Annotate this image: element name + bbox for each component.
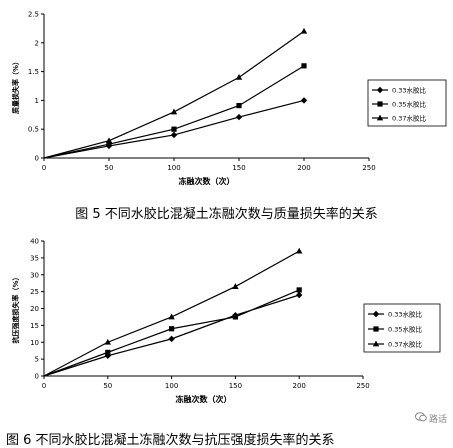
x-tick-label: 250	[356, 382, 369, 390]
x-tick-label: 0	[42, 164, 46, 172]
y-tick-label: 25	[30, 288, 39, 296]
chart-figure-5: 0 50 100 150 200 250 0 0.5 1 1.5 2 2.5 冻融次数（次） 质量损失率（…	[11, 11, 447, 222]
x-tick-label: 100	[165, 382, 178, 390]
series-line	[43, 294, 300, 377]
data-point	[168, 313, 175, 320]
legend-label: 0.33水胶比	[392, 86, 426, 95]
x-tick-label: 50	[105, 164, 114, 172]
legend-item: 0.37水胶比	[368, 340, 422, 349]
figure-5-caption: 图 5 不同水胶比混凝土冻融次数与质量损失率的关系	[75, 207, 378, 222]
series-3	[43, 27, 308, 159]
wechat-icon	[414, 412, 427, 425]
x-tick-label: 200	[297, 164, 310, 172]
data-point	[296, 291, 303, 299]
x-tick-label: 50	[103, 382, 112, 390]
data-point	[296, 247, 303, 254]
series-line	[43, 289, 300, 377]
legend-marker	[373, 326, 379, 332]
legend-marker	[372, 310, 380, 318]
data-point	[301, 63, 307, 69]
data-point	[169, 326, 175, 332]
data-point	[168, 335, 175, 343]
y-tick-label: 20	[30, 305, 39, 313]
x-tick-label: 0	[42, 382, 46, 390]
chart-strength-loss: 0 50 100 150 200 250 0 5 10 15 20 25 30 35 40 冻融次数（次） 抗压…	[11, 238, 441, 404]
data-point	[106, 141, 112, 147]
legend-label: 0.37水胶比	[388, 340, 422, 349]
x-tick-label: 200	[293, 382, 306, 390]
series-line	[43, 30, 305, 159]
legend-label: 0.33水胶比	[388, 310, 422, 319]
x-axis-label: 冻融次数（次）	[176, 394, 232, 404]
data-point	[104, 352, 111, 359]
y-tick-label: 40	[30, 238, 39, 246]
y-tick-label: 15	[30, 322, 39, 330]
data-point	[170, 131, 178, 139]
y-tick-label: 5	[35, 356, 39, 364]
chart-figure-6: 0 50 100 150 200 250 0 5 10 15 20 25 30 35 40 冻融次数（次） 抗压…	[0, 228, 453, 448]
y-axis-label: 抗压强度损失率（%）	[11, 273, 20, 343]
legend-marker	[377, 101, 383, 107]
legend-item: 0.33水胶比	[368, 310, 422, 319]
data-point	[300, 27, 308, 34]
figure-6-caption: 图 6 不同水胶比混凝土冻融次数与抗压强度损失率的关系	[6, 433, 335, 448]
data-point	[232, 314, 238, 320]
legend-item: 0.35水胶比	[372, 100, 426, 109]
legend-marker	[376, 86, 384, 94]
series-3	[43, 247, 303, 377]
x-tick-label: 250	[362, 164, 375, 172]
data-point	[171, 126, 177, 132]
data-point	[296, 287, 302, 293]
legend-label: 0.37水胶比	[392, 114, 426, 123]
y-tick-label: 2	[35, 39, 39, 47]
legend-label: 0.35水胶比	[388, 325, 422, 334]
watermark: 路话	[414, 412, 447, 425]
data-point	[232, 283, 239, 289]
legend-item: 0.37水胶比	[372, 114, 426, 123]
y-tick-label: 35	[30, 254, 39, 262]
legend-marker	[376, 114, 384, 121]
data-point	[170, 108, 178, 115]
data-point	[235, 73, 243, 80]
data-point	[236, 102, 242, 109]
y-tick-label: 1	[35, 97, 39, 105]
data-point	[300, 97, 308, 104]
series-2	[43, 287, 302, 377]
legend-item: 0.33水胶比	[372, 86, 426, 95]
legend-label: 0.35水胶比	[392, 100, 426, 109]
y-axis-label: 质量损失率（%）	[11, 58, 20, 114]
y-tick-label: 30	[30, 271, 39, 279]
watermark-text: 路话	[428, 415, 447, 425]
y-tick-label: 10	[30, 339, 39, 347]
y-tick-label: 0	[35, 155, 39, 163]
x-tick-label: 100	[167, 164, 180, 172]
y-tick-label: 1.5	[28, 68, 39, 76]
y-tick-label: 2.5	[28, 11, 39, 19]
legend-item: 0.35水胶比	[368, 325, 422, 334]
x-tick-label: 150	[232, 164, 245, 172]
data-point	[105, 349, 111, 355]
series-2	[43, 63, 307, 159]
data-point	[105, 137, 113, 144]
legend-marker	[372, 340, 380, 347]
x-tick-label: 150	[229, 382, 242, 390]
chart-mass-loss: 0 50 100 150 200 250 0 0.5 1 1.5 2 2.5 冻融次数（次） 质量损失率（…	[11, 11, 447, 186]
y-tick-label: 0	[35, 373, 39, 381]
data-point	[235, 113, 243, 121]
y-tick-label: 0.5	[28, 126, 39, 134]
data-point	[104, 338, 111, 345]
x-axis-label: 冻融次数（次）	[179, 176, 235, 186]
